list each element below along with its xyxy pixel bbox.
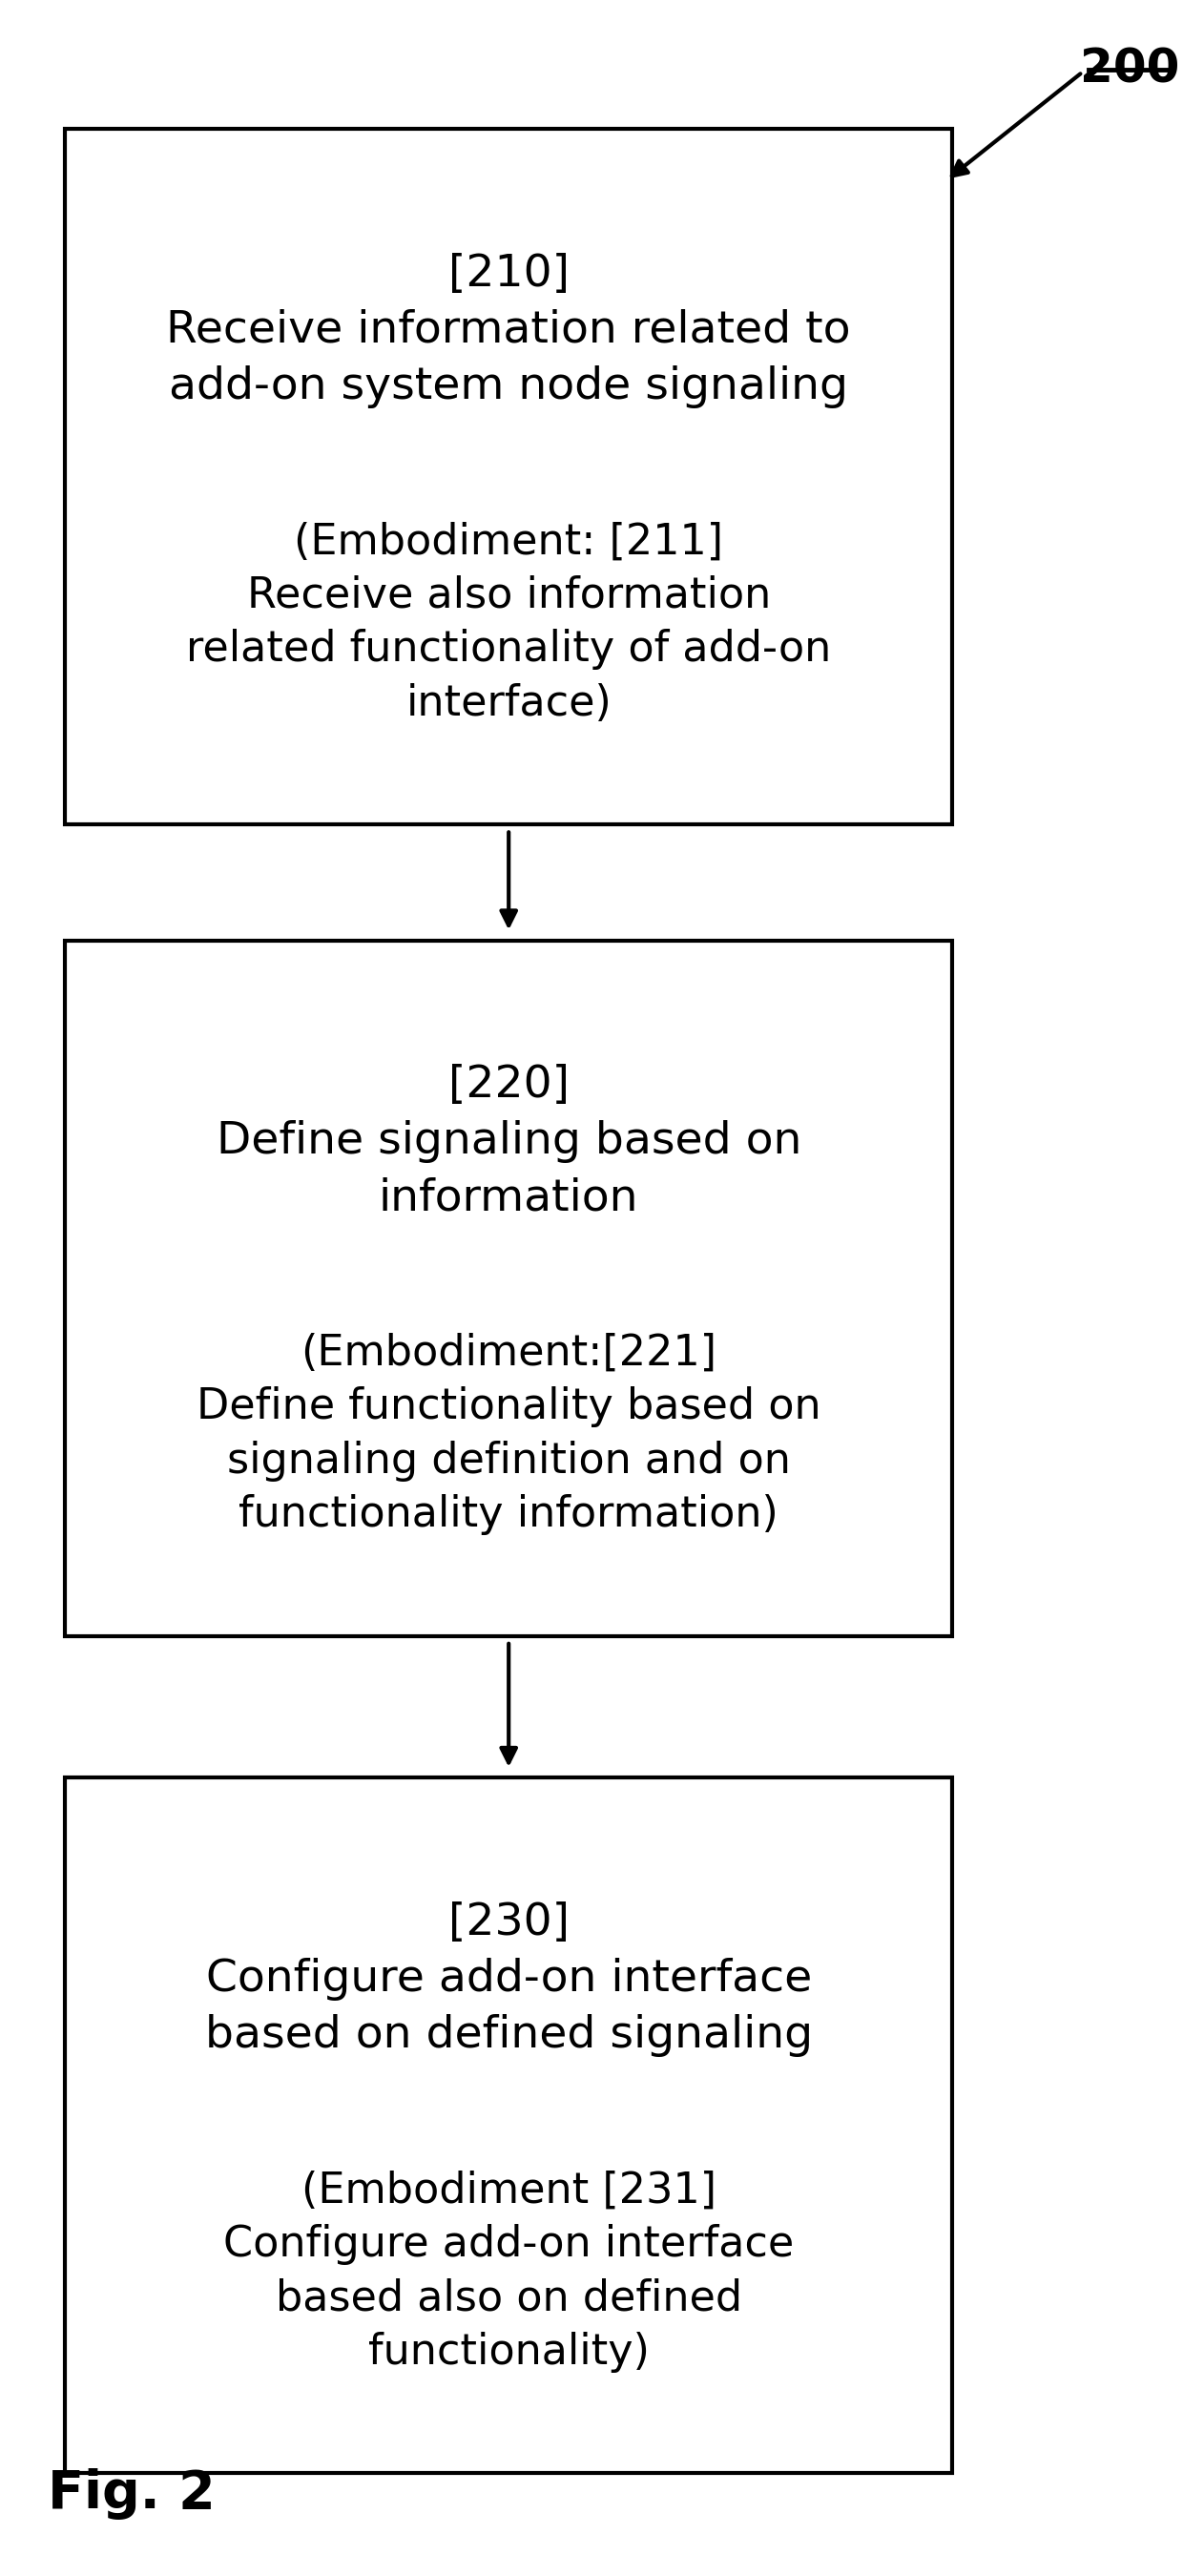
Text: (Embodiment: [211]
Receive also information
related functionality of add-on
inte: (Embodiment: [211] Receive also informat…	[186, 520, 832, 724]
Text: 200: 200	[1080, 46, 1179, 93]
Text: Fig. 2: Fig. 2	[47, 2468, 215, 2519]
Text: (Embodiment:[221]
Define functionality based on
signaling definition and on
func: (Embodiment:[221] Define functionality b…	[196, 1332, 821, 1535]
Bar	[65, 940, 952, 1636]
Bar	[65, 1777, 952, 2473]
Text: [210]
Receive information related to
add-on system node signaling: [210] Receive information related to add…	[167, 252, 851, 407]
Text: [220]
Define signaling based on
information: [220] Define signaling based on informat…	[216, 1064, 801, 1218]
Bar	[65, 129, 952, 824]
Text: (Embodiment [231]
Configure add-on interface
based also on defined
functionality: (Embodiment [231] Configure add-on inter…	[224, 2169, 794, 2372]
Text: [230]
Configure add-on interface
based on defined signaling: [230] Configure add-on interface based o…	[205, 1901, 813, 2056]
